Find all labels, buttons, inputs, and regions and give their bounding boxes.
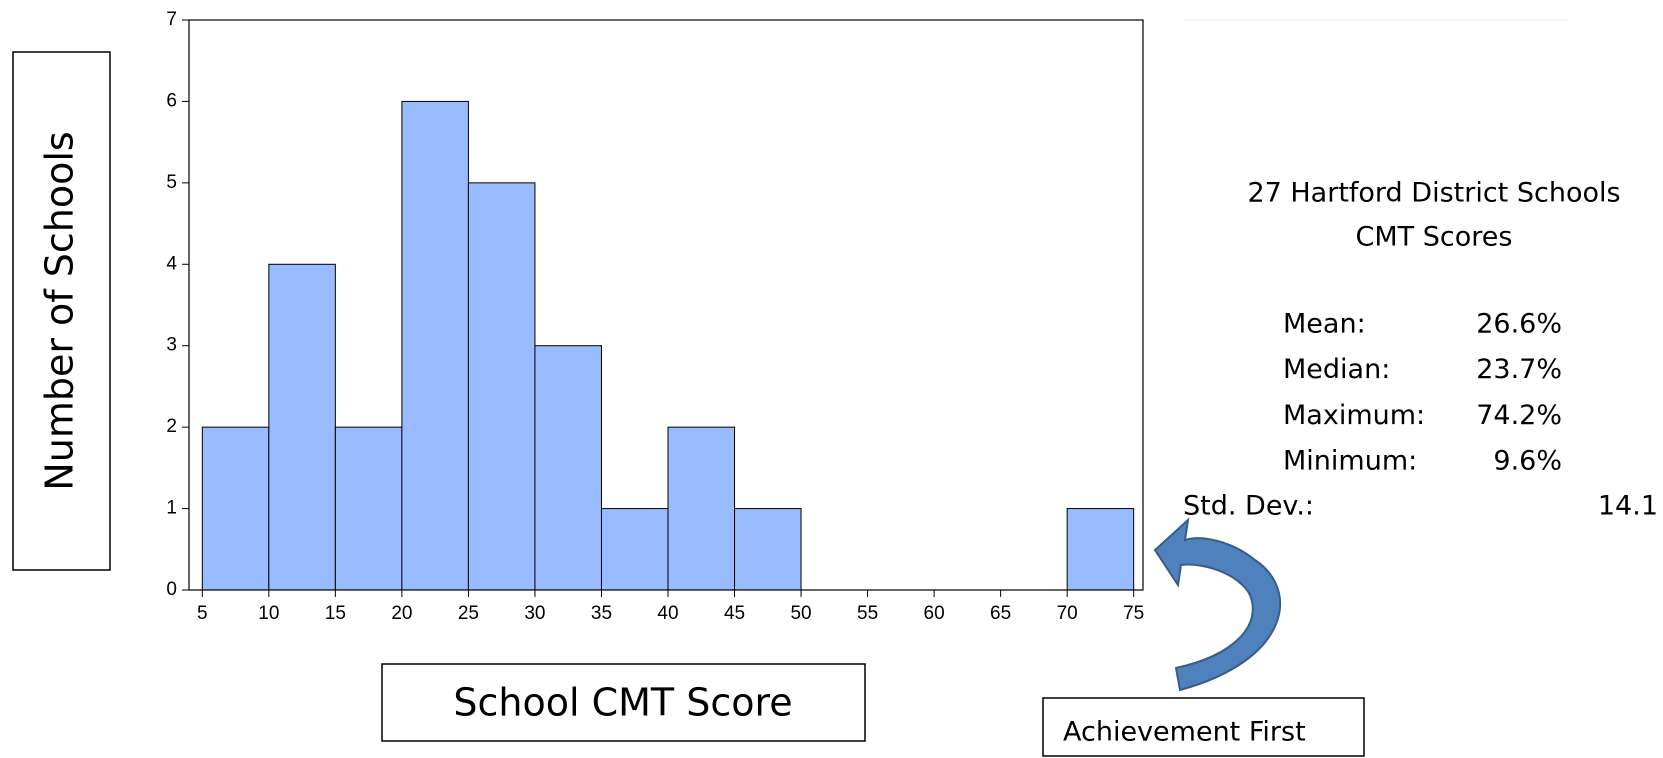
stats-title: CMT Scores — [1356, 222, 1513, 253]
y-tick-label: 3 — [166, 335, 177, 356]
x-tick-label: 25 — [458, 603, 479, 624]
x-tick-label: 5 — [197, 603, 208, 624]
histogram-bar — [401, 100, 469, 591]
stat-value: 23.7% — [1476, 354, 1562, 385]
y-tick-label: 4 — [166, 253, 177, 274]
curved-arrow — [1153, 517, 1282, 692]
arrow-shape — [1153, 517, 1282, 692]
stats-title: 27 Hartford District Schools — [1247, 178, 1620, 209]
stat-label: Median: — [1283, 354, 1390, 385]
histogram-bar — [600, 508, 669, 591]
histogram-bar — [534, 345, 602, 591]
y-tick-label: 5 — [166, 172, 177, 193]
y-tick-label: 1 — [166, 498, 177, 519]
y-tick-label: 7 — [166, 9, 177, 30]
histogram-bar — [667, 426, 736, 591]
y-axis-label: Number of Schools — [38, 131, 82, 490]
histogram-bar — [734, 508, 802, 591]
x-axis-label: School CMT Score — [453, 681, 792, 725]
stat-value: 26.6% — [1476, 309, 1562, 340]
y-label-box — [12, 51, 111, 571]
histogram-bar — [268, 263, 336, 591]
histogram-bar — [201, 426, 270, 591]
x-tick-label: 30 — [524, 603, 545, 624]
y-tick-label: 6 — [166, 90, 177, 111]
std-dev-label: Std. Dev.: — [1183, 491, 1314, 522]
stat-label: Mean: — [1283, 309, 1366, 340]
annotation-text: Achievement First — [1063, 717, 1306, 748]
x-tick-label: 10 — [258, 603, 279, 624]
plot-frame — [188, 19, 1144, 591]
x-tick-label: 65 — [990, 603, 1011, 624]
stat-value: 9.6% — [1493, 446, 1562, 477]
x-tick-label: 75 — [1123, 603, 1144, 624]
x-label-box — [381, 663, 866, 742]
x-tick-label: 55 — [857, 603, 878, 624]
x-tick-label: 60 — [924, 603, 945, 624]
stat-label: Maximum: — [1283, 400, 1425, 431]
stat-label: Minimum: — [1283, 446, 1417, 477]
x-tick-label: 45 — [724, 603, 745, 624]
x-tick-label: 15 — [325, 603, 346, 624]
x-tick-label: 40 — [657, 603, 678, 624]
x-tick-label: 50 — [790, 603, 811, 624]
y-tick-label: 0 — [166, 579, 177, 600]
histogram-bar — [1066, 508, 1135, 591]
x-tick-label: 70 — [1057, 603, 1078, 624]
x-tick-label: 35 — [591, 603, 612, 624]
stat-value: 74.2% — [1476, 400, 1562, 431]
histogram-bar — [334, 426, 403, 591]
annotation-box — [1042, 697, 1365, 757]
std-dev-value: 14.1 — [1598, 491, 1658, 522]
histogram-bar — [467, 182, 536, 591]
x-tick-label: 20 — [391, 603, 412, 624]
y-tick-label: 2 — [166, 416, 177, 437]
